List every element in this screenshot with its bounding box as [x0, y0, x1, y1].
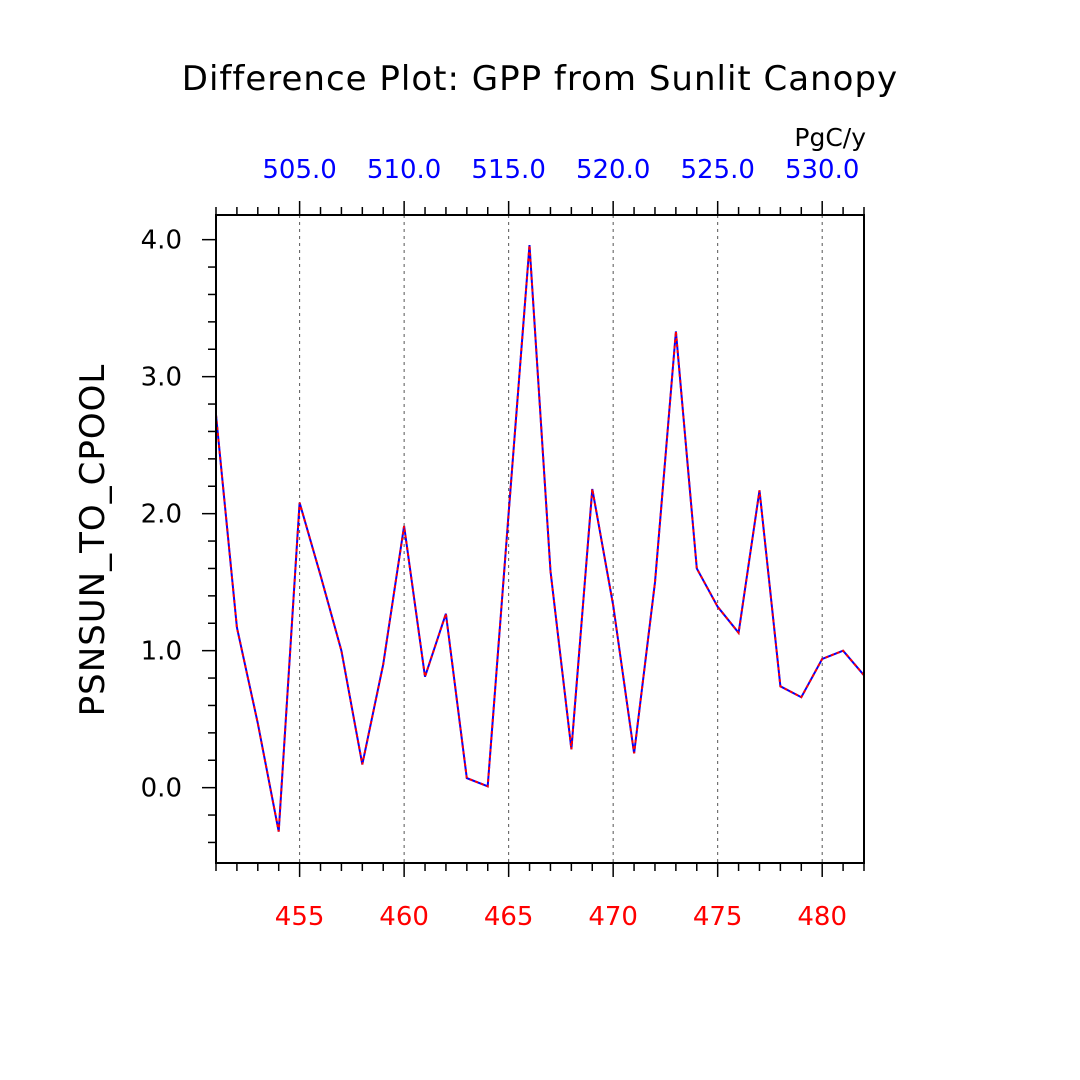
x-tick-label: 470	[588, 902, 638, 932]
top-tick-label: 530.0	[785, 155, 859, 185]
y-axis-label: PSNSUN_TO_CPOOL	[73, 364, 113, 717]
grid-lines	[299, 215, 823, 863]
top-tick-label: 525.0	[680, 155, 754, 185]
y-tick-label: 1.0	[141, 637, 182, 667]
y-tick-label: 3.0	[141, 363, 182, 393]
series-line-1	[215, 245, 865, 832]
axis-ticks	[202, 201, 865, 877]
tick-labels: 455 505.0 460 510.0 465 515.0 470 520.0 475 525.0…	[141, 155, 860, 932]
series-lines	[215, 245, 865, 832]
top-tick-label: 510.0	[367, 155, 441, 185]
y-tick-label: 0.0	[141, 774, 182, 804]
top-tick-label: 520.0	[576, 155, 650, 185]
series-line-2	[215, 245, 865, 832]
plot-frame	[215, 214, 865, 864]
y-tick-label: 2.0	[141, 500, 182, 530]
chart-title: Difference Plot: GPP from Sunlit Canopy	[182, 59, 898, 99]
units-label: PgC/y	[794, 123, 866, 152]
y-tick-label: 4.0	[141, 226, 182, 256]
x-tick-label: 475	[693, 902, 743, 932]
x-tick-label: 465	[484, 902, 534, 932]
top-tick-label: 505.0	[262, 155, 336, 185]
x-tick-label: 455	[275, 902, 325, 932]
x-tick-label: 460	[379, 902, 429, 932]
x-tick-label: 480	[797, 902, 847, 932]
top-tick-label: 515.0	[471, 155, 545, 185]
